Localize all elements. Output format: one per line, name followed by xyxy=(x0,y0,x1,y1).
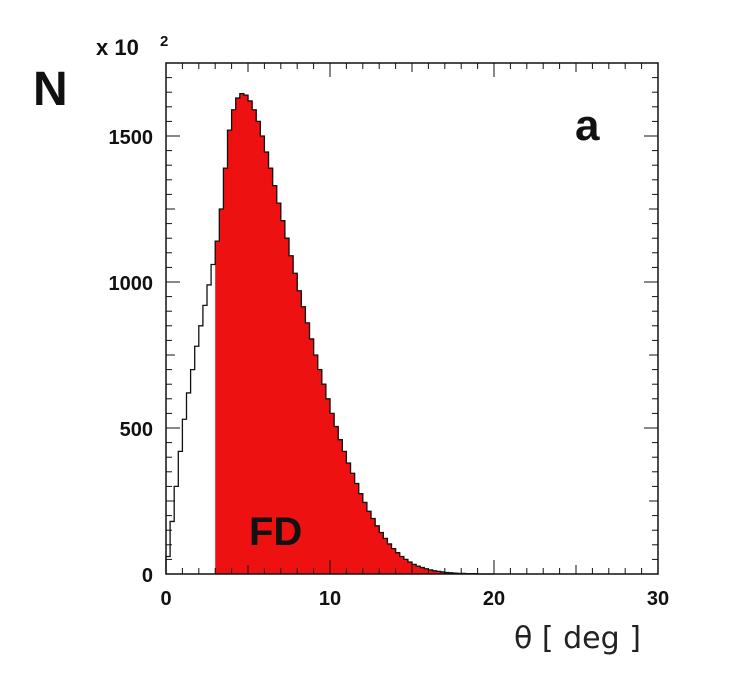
histogram-bin xyxy=(305,322,311,574)
filled-region xyxy=(215,93,479,575)
histogram-bin xyxy=(420,567,425,574)
histogram-bin xyxy=(440,571,446,574)
y-tick-label: 1000 xyxy=(109,273,154,295)
y-axis-label: N xyxy=(33,63,68,116)
histogram-bin xyxy=(293,273,298,574)
histogram-bin xyxy=(297,290,302,574)
histogram-bin xyxy=(219,209,224,574)
x-tick-label: 10 xyxy=(319,588,341,610)
y-tick-label: 1500 xyxy=(109,127,154,149)
histogram-bin xyxy=(280,220,286,574)
histogram-bin xyxy=(223,168,229,574)
histogram-bin xyxy=(231,109,237,574)
histogram-bin xyxy=(334,426,339,574)
histogram-bin xyxy=(260,136,265,574)
histogram-bin xyxy=(227,130,233,574)
histogram-bin xyxy=(252,109,257,574)
histogram-bin xyxy=(325,398,331,574)
histogram-bin xyxy=(264,152,270,574)
histogram-bin xyxy=(317,369,323,574)
histogram-bin xyxy=(235,98,241,574)
histogram-bin xyxy=(268,168,274,574)
histogram-bin xyxy=(301,306,306,574)
histogram-bin xyxy=(362,502,368,574)
x-tick-label: 0 xyxy=(160,588,171,610)
histogram-bin xyxy=(313,355,319,574)
axis-ticks xyxy=(165,62,659,575)
histogram-bin xyxy=(407,562,413,574)
histogram-bin xyxy=(432,570,438,574)
histogram-bin xyxy=(428,569,434,574)
histogram-bin xyxy=(387,543,393,574)
histogram-bin xyxy=(383,538,388,574)
histogram-bin xyxy=(276,203,282,574)
histogram-bin xyxy=(284,238,290,574)
histogram-bin xyxy=(330,413,335,574)
tick-labels: 0 10 20 30 0 500 1000 1500 xyxy=(109,127,670,610)
histogram-bin xyxy=(371,518,376,574)
histogram-bin xyxy=(412,564,417,574)
histogram-bin xyxy=(358,493,364,574)
histogram-bin xyxy=(366,511,372,574)
histogram-bin xyxy=(289,255,294,574)
histogram-bin xyxy=(436,571,442,574)
histogram-bin xyxy=(391,548,397,574)
region-label: FD xyxy=(249,510,302,554)
histogram-bin xyxy=(248,100,253,575)
histogram-bin xyxy=(375,525,380,574)
histogram-bin xyxy=(354,483,360,574)
y-tick-label: 0 xyxy=(142,565,153,587)
histogram-bin xyxy=(416,566,421,574)
histogram-bin xyxy=(342,451,347,574)
y-axis-multiplier: x 10 xyxy=(96,35,139,60)
histogram-bin xyxy=(321,384,327,574)
histogram-bin xyxy=(239,93,245,574)
y-tick-label: 500 xyxy=(120,419,153,441)
x-tick-label: 30 xyxy=(647,588,669,610)
histogram-bin xyxy=(256,121,261,575)
histogram-bin xyxy=(395,552,401,574)
histogram-bin xyxy=(403,559,409,574)
histogram-bin xyxy=(243,95,249,575)
histogram-bin xyxy=(379,532,384,574)
histogram-bin xyxy=(272,185,278,574)
histogram-bin xyxy=(338,439,343,574)
x-axis-label: θ [ deg ] xyxy=(514,621,641,656)
histogram-bin xyxy=(424,568,429,574)
histogram-bin xyxy=(346,463,352,574)
histogram-bin xyxy=(309,338,315,574)
histogram-bin xyxy=(215,241,220,574)
histogram-bin xyxy=(350,473,356,574)
y-axis-multiplier-exponent: 2 xyxy=(160,33,168,50)
x-tick-label: 20 xyxy=(483,588,505,610)
panel-label: a xyxy=(575,101,600,150)
histogram-bin xyxy=(399,556,405,574)
